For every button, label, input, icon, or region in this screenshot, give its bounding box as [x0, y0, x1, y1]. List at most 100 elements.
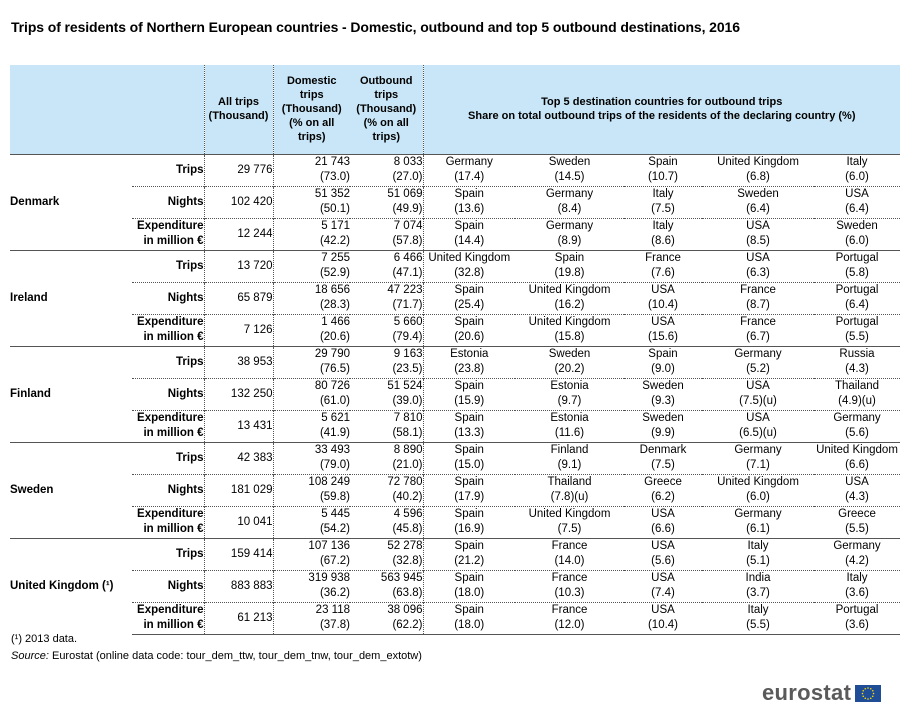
- destination-share: (10.4): [647, 299, 679, 311]
- domestic-cell: 5 621 (41.9): [273, 409, 350, 442]
- all-trips-value: 159 414: [204, 537, 274, 570]
- destination-cell: USA (5.6): [624, 537, 702, 570]
- destination-cell: Greece (6.2): [624, 473, 702, 506]
- domestic-value: 51 352: [314, 187, 350, 200]
- destination-cell: Spain (14.4): [423, 217, 515, 250]
- destination-country: Estonia: [550, 411, 589, 424]
- destination-country: Germany: [445, 155, 493, 168]
- destination-share: (19.8): [554, 267, 585, 279]
- destination-country: USA: [651, 539, 675, 552]
- destination-cell: Spain (20.6): [423, 313, 515, 346]
- destination-cell: USA (6.5)(u): [702, 409, 814, 442]
- destination-cell: Sweden (9.9): [624, 409, 702, 442]
- destination-cell: France (14.0): [515, 537, 624, 570]
- destination-share: (5.6): [651, 555, 675, 567]
- outbound-cell: 9 163 (23.5): [350, 345, 424, 378]
- eu-star-icon: [862, 694, 865, 697]
- source-text: Eurostat (online data code: tour_dem_ttw…: [48, 650, 422, 662]
- destination-share: (6.8): [746, 171, 770, 183]
- all-trips-value: 102 420: [204, 185, 274, 218]
- table-row: Sweden Trips 42 383 33 493 (79.0) 8 890 (21.0)…: [10, 441, 900, 538]
- destination-country: France: [740, 315, 776, 328]
- destination-country: Italy: [846, 155, 868, 168]
- destination-cell: Spain (17.9): [423, 473, 515, 506]
- outbound-share: (32.8): [392, 555, 423, 567]
- destination-share: (21.2): [454, 555, 485, 567]
- outbound-cell: 72 780 (40.2): [350, 473, 424, 506]
- destination-country: Spain: [648, 155, 678, 168]
- indicator-label: Expenditure in million €: [132, 505, 205, 538]
- destination-cell: Germany (17.4): [423, 153, 515, 186]
- destination-cell: Italy (3.6): [814, 569, 900, 602]
- domestic-value: 5 621: [321, 411, 350, 424]
- destination-share: (13.3): [454, 427, 485, 439]
- destination-share: (10.4): [647, 619, 679, 631]
- outbound-value: 7 810: [393, 411, 423, 424]
- destination-cell: United Kingdom (6.6): [814, 441, 900, 474]
- destination-country: France: [645, 251, 681, 264]
- indicator-label: Trips: [132, 153, 205, 186]
- destination-share: (14.0): [554, 555, 585, 567]
- destination-country: Italy: [846, 571, 868, 584]
- destination-cell: France (7.6): [624, 249, 702, 282]
- eu-star-icon: [870, 687, 872, 690]
- destination-country: Thailand: [834, 379, 880, 392]
- header-top5-line1: Top 5 destination countries for outbound…: [541, 96, 783, 109]
- destination-cell: Germany (6.1): [702, 505, 814, 538]
- country-name: Denmark: [10, 153, 132, 250]
- destination-share: (6.4): [845, 299, 869, 311]
- destination-cell: Sweden (9.3): [624, 377, 702, 410]
- destination-cell: Spain (25.4): [423, 281, 515, 314]
- all-trips-value: 61 213: [204, 601, 274, 635]
- destination-cell: Spain (15.0): [423, 441, 515, 474]
- destination-country: Portugal: [835, 603, 879, 616]
- domestic-share: (42.2): [319, 235, 350, 247]
- indicator-label: Nights: [132, 185, 205, 218]
- destination-cell: Italy (6.0): [814, 153, 900, 186]
- table-body: Denmark Trips 29 776 21 743 (73.0) 8 033 (27.0…: [10, 153, 900, 635]
- destination-country: Spain: [454, 315, 484, 328]
- table-row: Expenditure in million €10 041 5 445 (54.2…: [10, 505, 900, 538]
- domestic-value: 33 493: [314, 443, 350, 456]
- destination-country: Sweden: [642, 379, 684, 392]
- destination-cell: Finland (9.1): [515, 441, 624, 474]
- destination-share: (7.6): [651, 267, 675, 279]
- destination-country: Sweden: [548, 347, 591, 360]
- indicator-label: Expenditure in million €: [132, 601, 205, 635]
- destination-share: (8.7): [746, 299, 770, 311]
- domestic-cell: 319 938 (36.2): [273, 569, 350, 602]
- eu-star-icon: [867, 686, 870, 689]
- destination-country: USA: [651, 283, 675, 296]
- header-outbound: Outbound trips (Thousand) (% on all trip…: [350, 65, 424, 154]
- destination-share: (16.9): [454, 523, 485, 535]
- destination-share: (7.5): [651, 459, 675, 471]
- destination-cell: Spain (21.2): [423, 537, 515, 570]
- destination-cell: United Kingdom (7.5): [515, 505, 624, 538]
- destination-country: Spain: [454, 411, 484, 424]
- destination-country: Portugal: [835, 251, 879, 264]
- outbound-cell: 563 945 (63.8): [350, 569, 424, 602]
- outbound-cell: 47 223 (71.7): [350, 281, 424, 314]
- destination-share: (7.4): [651, 587, 675, 599]
- destination-share: (5.5): [845, 331, 869, 343]
- destination-country: Thailand: [547, 475, 592, 488]
- destination-country: Spain: [454, 507, 484, 520]
- destination-share: (5.5): [845, 523, 869, 535]
- destination-cell: India (3.7): [702, 569, 814, 602]
- destination-country: United Kingdom: [528, 507, 611, 520]
- destination-cell: Estonia (11.6): [515, 409, 624, 442]
- destination-cell: Spain (18.0): [423, 601, 515, 635]
- header-blank: [10, 65, 132, 154]
- domestic-cell: 7 255 (52.9): [273, 249, 350, 282]
- domestic-value: 23 118: [315, 603, 350, 616]
- eu-star-icon: [872, 694, 874, 697]
- domestic-value: 80 726: [314, 379, 350, 392]
- destination-share: (7.5): [651, 203, 675, 215]
- destination-share: (12.0): [554, 619, 585, 631]
- all-trips-value: 42 383: [204, 441, 274, 474]
- table-row: United Kingdom (¹) Trips 159 414 107 136 (67…: [10, 537, 900, 634]
- destination-cell: Spain (18.0): [423, 569, 515, 602]
- source-label: Source:: [11, 650, 49, 662]
- domestic-cell: 51 352 (50.1): [273, 185, 350, 218]
- domestic-cell: 108 249 (59.8): [273, 473, 350, 506]
